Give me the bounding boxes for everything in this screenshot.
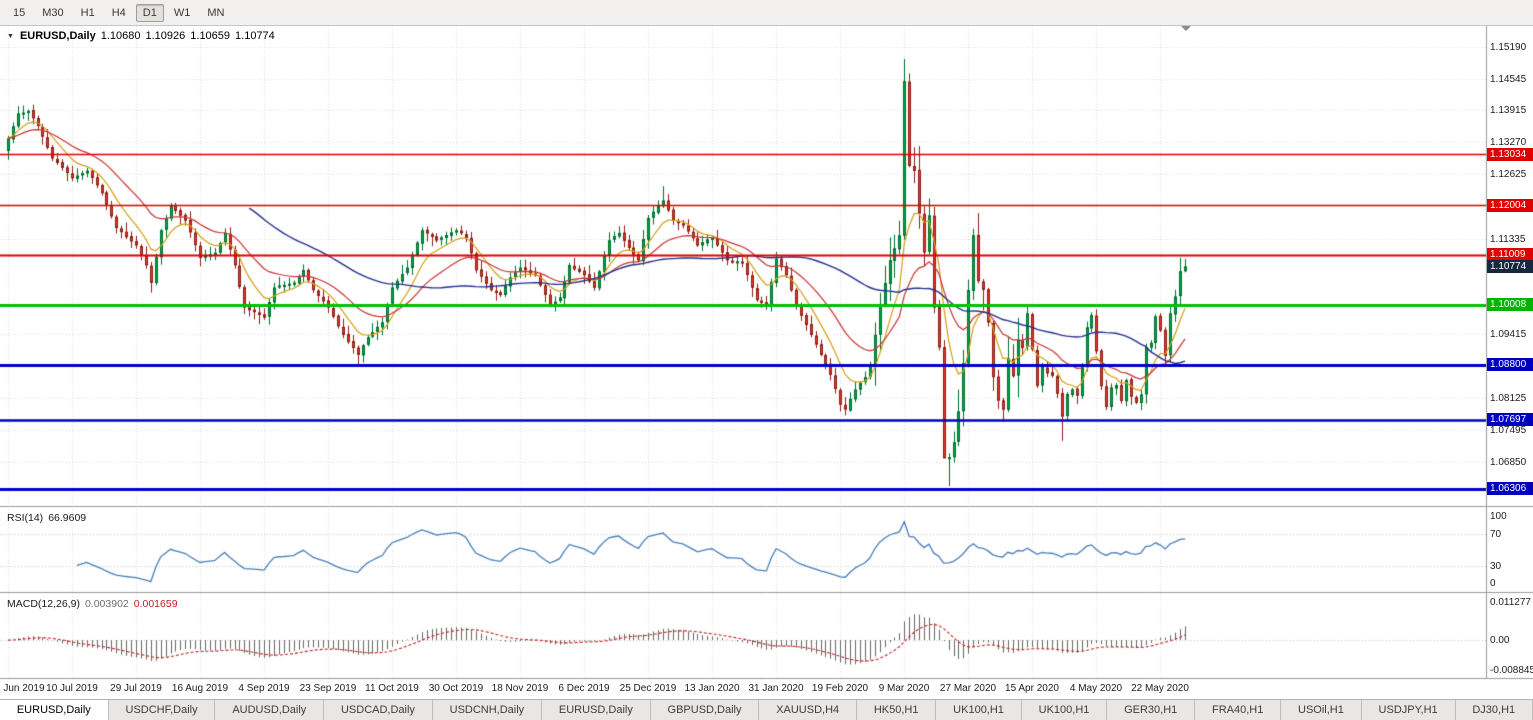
price-badge-resistance-line: 1.12004 xyxy=(1487,199,1533,212)
date-axis-label: 30 Oct 2019 xyxy=(428,683,484,694)
price-badge-support-line: 1.10008 xyxy=(1487,298,1533,311)
rsi-axis-label: 30 xyxy=(1490,561,1502,572)
date-axis-label: 9 Mar 2020 xyxy=(878,683,930,694)
chart-tab-ger30-h1[interactable]: GER30,H1 xyxy=(1107,700,1196,720)
price-badge-support-line: 1.08800 xyxy=(1487,358,1533,371)
timeframe-toolbar: 15 M30 H1 H4 D1 W1 MN xyxy=(0,0,1533,26)
price-badge-support-line: 1.07697 xyxy=(1487,413,1533,426)
price-axis-label: 1.09415 xyxy=(1490,329,1527,340)
date-axis-label: 31 Jan 2020 xyxy=(748,683,804,694)
chart-tab-bar: EURUSD,Daily USDCHF,Daily AUDUSD,Daily USDC… xyxy=(0,699,1533,720)
date-axis-label: 6 Dec 2019 xyxy=(558,683,610,694)
date-axis-label: 23 Sep 2019 xyxy=(299,683,357,694)
ohlc-high: 1.10926 xyxy=(145,30,186,42)
price-axis-label: 1.12625 xyxy=(1490,169,1527,180)
date-axis-label: 11 Oct 2019 xyxy=(365,683,419,694)
ohlc-close: 1.10774 xyxy=(235,30,275,42)
macd-axis-label: 0.00 xyxy=(1490,635,1510,646)
chart-tab-audusd-daily[interactable]: AUDUSD,Daily xyxy=(215,700,325,720)
date-axis-label: 15 Apr 2020 xyxy=(1005,683,1059,694)
date-axis-label: 19 Feb 2020 xyxy=(811,683,869,694)
price-axis-label: 1.07495 xyxy=(1490,425,1527,436)
date-axis-label: 21 Jun 2019 xyxy=(0,683,45,694)
timeframe-button-15[interactable]: 15 xyxy=(13,6,26,19)
chart-tab-uk100-h1[interactable]: UK100,H1 xyxy=(936,700,1022,720)
price-axis-label: 1.13270 xyxy=(1490,137,1527,148)
price-axis-label: 1.14545 xyxy=(1490,74,1527,85)
date-axis-label: 16 Aug 2019 xyxy=(171,683,229,694)
chart-tab-eurusd-daily[interactable]: EURUSD,Daily xyxy=(0,700,109,720)
timeframe-button-h1[interactable]: H1 xyxy=(80,6,95,19)
chart-tab-eurusd-daily[interactable]: EURUSD,Daily xyxy=(542,700,651,720)
date-axis-label: 4 Sep 2019 xyxy=(238,683,290,694)
price-chart-canvas[interactable] xyxy=(0,26,1533,699)
macd-indicator-header: MACD(12,26,9) 0.003902 0.001659 xyxy=(7,598,178,610)
price-badge-current-price: 1.10774 xyxy=(1487,260,1533,273)
panel-resize-handle-dates[interactable] xyxy=(0,676,1533,681)
rsi-value: 66.9609 xyxy=(48,512,87,524)
price-badge-support-line: 1.06306 xyxy=(1487,482,1533,495)
timeframe-button-m30[interactable]: M30 xyxy=(42,6,64,19)
price-badge-resistance-line: 1.11009 xyxy=(1487,248,1533,261)
timeframe-button-w1[interactable]: W1 xyxy=(173,6,191,19)
date-axis-label: 22 May 2020 xyxy=(1131,683,1189,694)
panel-resize-handle-rsi[interactable] xyxy=(0,530,1533,535)
date-axis-label: 13 Jan 2020 xyxy=(684,683,740,694)
date-axis-label: 29 Jul 2019 xyxy=(110,683,162,694)
macd-axis-label: -0.008845 xyxy=(1490,665,1533,676)
price-axis-label: 1.11335 xyxy=(1490,234,1526,245)
chart-tab-usdcnh-daily[interactable]: USDCNH,Daily xyxy=(432,700,543,720)
macd-label: MACD(12,26,9) xyxy=(7,598,80,610)
chart-tab-usdchf-daily[interactable]: USDCHF,Daily xyxy=(108,700,216,720)
chart-tab-hk50-h1[interactable]: HK50,H1 xyxy=(857,700,937,720)
chart-scroll-position-marker xyxy=(1181,26,1191,31)
chart-tab-xauusd-h4[interactable]: XAUUSD,H4 xyxy=(759,700,857,720)
date-axis-label: 4 May 2020 xyxy=(1069,683,1123,694)
price-badge-resistance-line: 1.13034 xyxy=(1487,148,1533,161)
ohlc-low: 1.10659 xyxy=(190,30,231,42)
ohlc-open: 1.10680 xyxy=(100,30,141,42)
date-axis-label: 25 Dec 2019 xyxy=(619,683,677,694)
rsi-label: RSI(14) xyxy=(7,512,44,524)
date-axis-label: 10 Jul 2019 xyxy=(46,683,98,694)
symbol-dropdown-icon[interactable]: ▼ xyxy=(7,32,14,40)
chart-tab-usdjpy-h1[interactable]: USDJPY,H1 xyxy=(1361,700,1456,720)
price-axis-label: 1.08125 xyxy=(1490,393,1527,404)
rsi-axis-label: 70 xyxy=(1490,529,1502,540)
rsi-axis-label: 100 xyxy=(1490,511,1507,522)
macd-axis-label: 0.011277 xyxy=(1490,597,1531,608)
chart-tab-dj30-h1[interactable]: DJ30,H1 xyxy=(1455,700,1533,720)
chart-title: ▼ EURUSD,Daily 1.10680 1.10926 1.10659 1… xyxy=(7,29,275,43)
chart-tab-fra40-h1[interactable]: FRA40,H1 xyxy=(1195,700,1282,720)
price-axis-label: 1.06850 xyxy=(1490,457,1527,468)
macd-value: 0.003902 xyxy=(84,598,129,610)
timeframe-button-mn[interactable]: MN xyxy=(207,6,225,19)
panel-resize-handle-macd[interactable] xyxy=(0,616,1533,621)
chart-tab-usoil-h1[interactable]: USOil,H1 xyxy=(1281,700,1362,720)
symbol-label: EURUSD,Daily xyxy=(19,30,96,42)
date-axis-label: 18 Nov 2019 xyxy=(491,683,549,694)
rsi-axis-label: 0 xyxy=(1490,578,1496,589)
date-axis-label: 27 Mar 2020 xyxy=(939,683,997,694)
macd-signal-value: 0.001659 xyxy=(133,598,178,610)
chart-tab-uk100-h1[interactable]: UK100,H1 xyxy=(1021,700,1108,720)
price-axis-label: 1.15190 xyxy=(1490,42,1527,53)
timeframe-button-h4[interactable]: H4 xyxy=(111,6,126,19)
price-axis-label: 1.13915 xyxy=(1490,105,1527,116)
rsi-indicator-header: RSI(14) 66.9609 xyxy=(7,512,86,524)
timeframe-button-d1[interactable]: D1 xyxy=(135,3,164,22)
chart-window: ▼ EURUSD,Daily 1.10680 1.10926 1.10659 1… xyxy=(0,26,1533,699)
chart-tab-gbpusd-daily[interactable]: GBPUSD,Daily xyxy=(650,700,760,720)
chart-tab-usdcad-daily[interactable]: USDCAD,Daily xyxy=(324,700,433,720)
price-axis[interactable]: 1.15190 1.14545 1.13915 1.13270 1.12625 1.113… xyxy=(1487,26,1533,679)
